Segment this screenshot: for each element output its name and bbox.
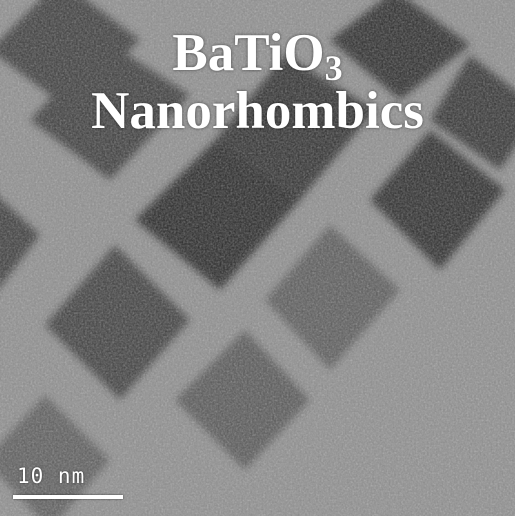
figure-title: BaTiO3 Nanorhombics <box>0 24 515 140</box>
title-line-1: BaTiO3 <box>0 24 515 86</box>
title-line-2: Nanorhombics <box>91 82 424 140</box>
title-formula: BaTiO <box>172 24 325 82</box>
scale-bar <box>13 495 123 499</box>
scale-bar-label: 10 nm <box>17 464 86 488</box>
title-subscript: 3 <box>324 48 343 88</box>
